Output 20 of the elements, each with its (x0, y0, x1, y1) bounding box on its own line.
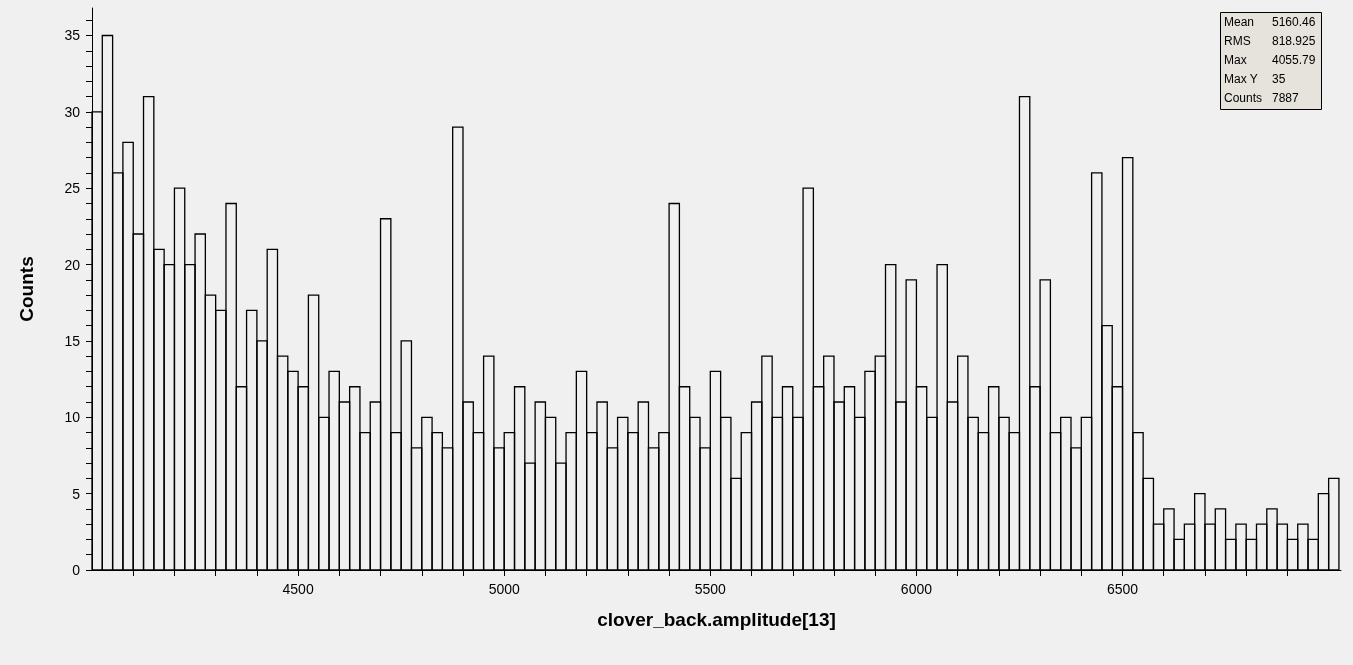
text: Mean 5160.46 (1224, 15, 1316, 29)
text: Max 4055.79 (1224, 53, 1316, 67)
x-tick-label: 5500 (694, 581, 727, 597)
text: RMS 818.925 (1224, 34, 1316, 48)
annotation: Max Y 35 (1224, 72, 1286, 86)
y-tick-label: 15 (64, 332, 81, 349)
x-tick-label: 4500 (282, 581, 314, 597)
y-tick-label: 20 (64, 256, 81, 273)
y-tick-label: 0 (72, 562, 81, 578)
x-tick-label: 5000 (488, 581, 520, 597)
y-tick-label: 25 (64, 180, 81, 197)
y-axis-title: Counts (16, 256, 37, 322)
y-tick-label: 35 (64, 27, 81, 44)
x-tick-label: 6000 (900, 581, 933, 597)
x-axis-title: clover_back.amplitude[13] (597, 609, 836, 630)
y-tick-label: 10 (64, 409, 81, 426)
y-tick-label: 5 (72, 485, 81, 502)
y-tick-label: 30 (64, 103, 81, 120)
x-tick-label: 6500 (1106, 581, 1139, 597)
annotation: Counts 7887 (1224, 91, 1300, 105)
